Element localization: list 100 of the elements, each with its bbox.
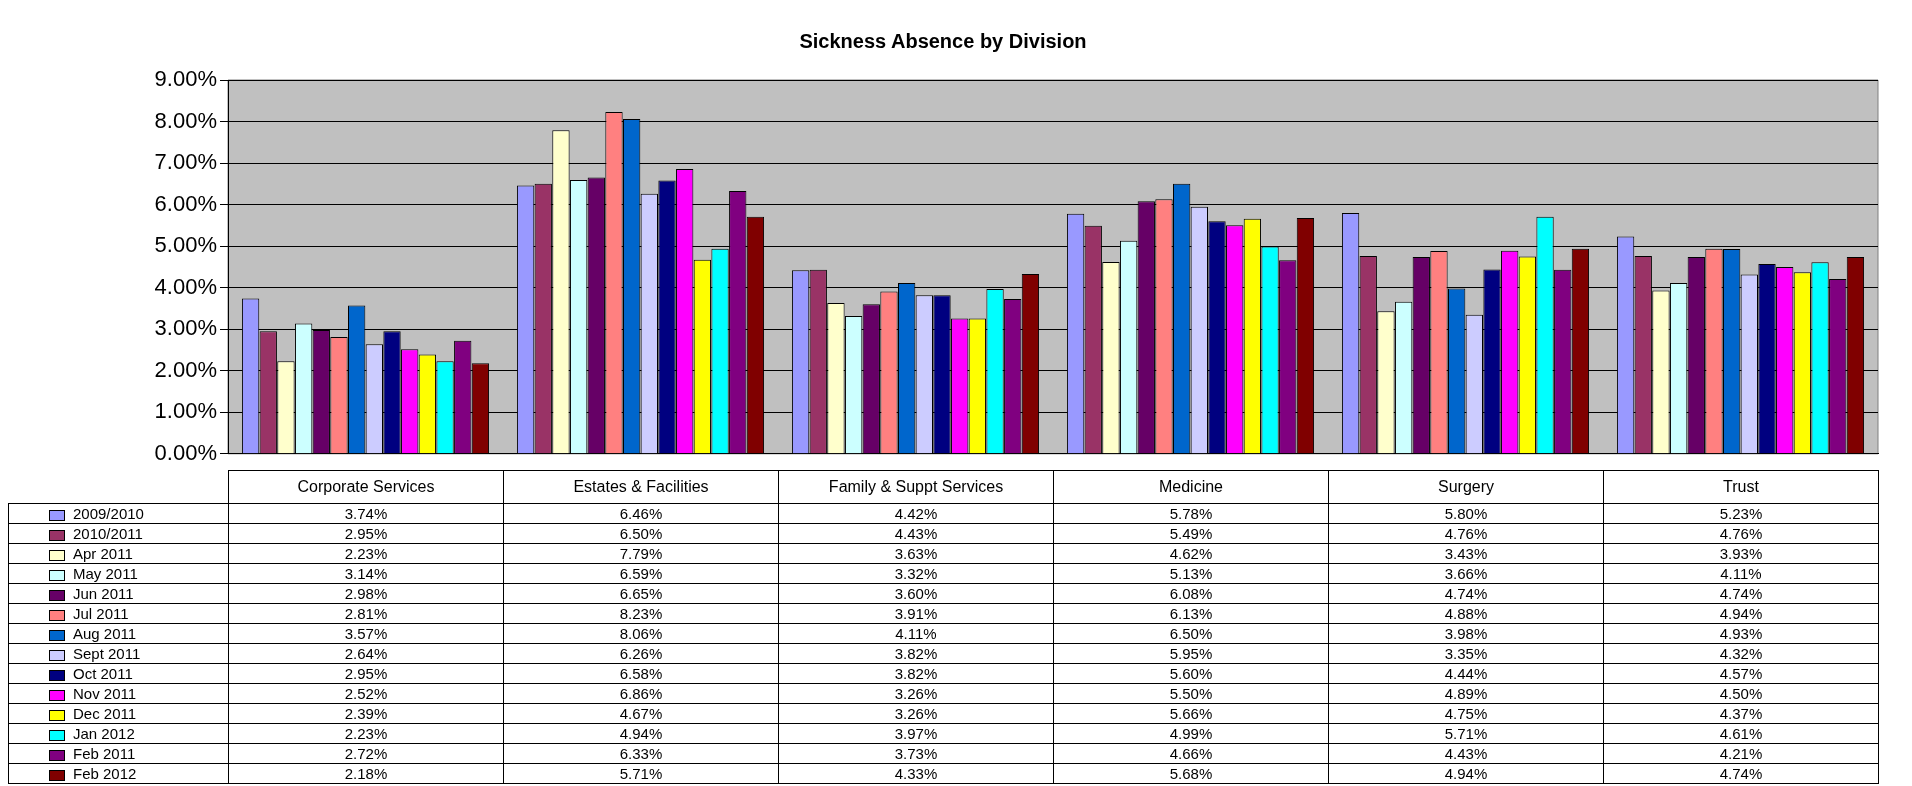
data-label: 3.91% (778, 603, 1054, 624)
data-label: 3.35% (1328, 643, 1604, 664)
x-tick-label: Family & Suppt Services (778, 470, 1054, 504)
data-label: 5.60% (1053, 663, 1329, 684)
data-label: 5.71% (503, 763, 779, 784)
y-tick-label: 0.00% (154, 439, 217, 465)
data-label: 6.58% (503, 663, 779, 684)
data-label: 4.94% (1603, 603, 1879, 624)
data-label: 3.74% (228, 503, 504, 524)
data-label: 6.13% (1053, 603, 1329, 624)
x-tick-label: Surgery (1328, 470, 1604, 504)
data-label: 6.26% (503, 643, 779, 664)
data-label: 4.74% (1603, 763, 1879, 784)
data-label: 3.14% (228, 563, 504, 584)
data-label: 6.50% (503, 523, 779, 544)
data-label: 3.97% (778, 723, 1054, 744)
data-label: 4.11% (778, 623, 1054, 644)
legend-label: 2010/2011 (73, 525, 143, 542)
data-label: 7.79% (503, 543, 779, 564)
data-label: 2.81% (228, 603, 504, 624)
x-tick-label: Corporate Services (228, 470, 504, 504)
x-tick-label: Medicine (1053, 470, 1329, 504)
data-label: 5.68% (1053, 763, 1329, 784)
data-label: 8.06% (503, 623, 779, 644)
data-label: 2.52% (228, 683, 504, 704)
data-label: 3.57% (228, 623, 504, 644)
data-label: 4.67% (503, 703, 779, 724)
data-label: 4.62% (1053, 543, 1329, 564)
data-label: 5.50% (1053, 683, 1329, 704)
data-label: 4.66% (1053, 743, 1329, 764)
data-label: 4.33% (778, 763, 1054, 784)
y-tick-label: 3.00% (154, 315, 217, 341)
data-label: 4.93% (1603, 623, 1879, 644)
legend-label: Jan 2012 (73, 725, 135, 742)
data-label: 6.86% (503, 683, 779, 704)
legend-label: Nov 2011 (73, 685, 137, 702)
data-label: 2.64% (228, 643, 504, 664)
data-label: 6.33% (503, 743, 779, 764)
legend-label: Aug 2011 (73, 625, 137, 642)
data-label: 3.26% (778, 683, 1054, 704)
data-label: 5.66% (1053, 703, 1329, 724)
data-label: 2.98% (228, 583, 504, 604)
data-label: 2.95% (228, 523, 504, 544)
data-label: 5.23% (1603, 503, 1879, 524)
data-label: 5.95% (1053, 643, 1329, 664)
data-label: 4.89% (1328, 683, 1604, 704)
data-label: 3.73% (778, 743, 1054, 764)
data-label: 5.80% (1328, 503, 1604, 524)
y-tick-label: 6.00% (154, 190, 217, 216)
data-label: 3.93% (1603, 543, 1879, 564)
data-label: 6.08% (1053, 583, 1329, 604)
data-label: 3.32% (778, 563, 1054, 584)
data-label: 4.43% (778, 523, 1054, 544)
data-label: 4.50% (1603, 683, 1879, 704)
y-tick-label: 4.00% (154, 273, 217, 299)
data-label: 3.66% (1328, 563, 1604, 584)
chart-title: Sickness Absence by Division (799, 29, 1087, 52)
data-label: 3.43% (1328, 543, 1604, 564)
data-label: 4.43% (1328, 743, 1604, 764)
data-label: 4.76% (1328, 523, 1604, 544)
legend-label: Jul 2011 (73, 605, 129, 622)
data-label: 5.13% (1053, 563, 1329, 584)
data-label: 4.75% (1328, 703, 1604, 724)
data-label: 2.18% (228, 763, 504, 784)
data-label: 3.82% (778, 663, 1054, 684)
x-tick-label: Estates & Facilities (503, 470, 779, 504)
data-label: 4.88% (1328, 603, 1604, 624)
legend-label: Dec 2011 (73, 705, 137, 722)
data-label: 6.46% (503, 503, 779, 524)
y-tick-label: 9.00% (154, 66, 217, 92)
data-label: 4.99% (1053, 723, 1329, 744)
y-tick-label: 7.00% (154, 149, 217, 175)
data-label: 3.26% (778, 703, 1054, 724)
data-label: 4.32% (1603, 643, 1879, 664)
y-tick-label: 1.00% (154, 398, 217, 424)
data-label: 4.37% (1603, 703, 1879, 724)
data-label: 2.23% (228, 543, 504, 564)
data-label: 2.39% (228, 703, 504, 724)
data-label: 2.23% (228, 723, 504, 744)
data-label: 6.65% (503, 583, 779, 604)
data-label: 6.59% (503, 563, 779, 584)
legend-label: Feb 2011 (73, 745, 136, 762)
legend-label: Feb 2012 (73, 765, 137, 782)
legend-label: Sept 2011 (73, 645, 141, 662)
y-tick-label: 8.00% (154, 107, 217, 133)
data-label: 5.78% (1053, 503, 1329, 524)
data-label: 4.42% (778, 503, 1054, 524)
data-label: 4.74% (1603, 583, 1879, 604)
legend-label: Oct 2011 (73, 665, 133, 682)
legend-label: Jun 2011 (73, 585, 134, 602)
data-label: 3.63% (778, 543, 1054, 564)
data-label: 5.71% (1328, 723, 1604, 744)
data-label: 4.44% (1328, 663, 1604, 684)
data-label: 6.50% (1053, 623, 1329, 644)
data-label: 8.23% (503, 603, 779, 624)
data-label: 3.60% (778, 583, 1054, 604)
data-label: 4.57% (1603, 663, 1879, 684)
data-label: 4.11% (1603, 563, 1879, 584)
data-label: 5.49% (1053, 523, 1329, 544)
y-tick-label: 2.00% (154, 356, 217, 382)
